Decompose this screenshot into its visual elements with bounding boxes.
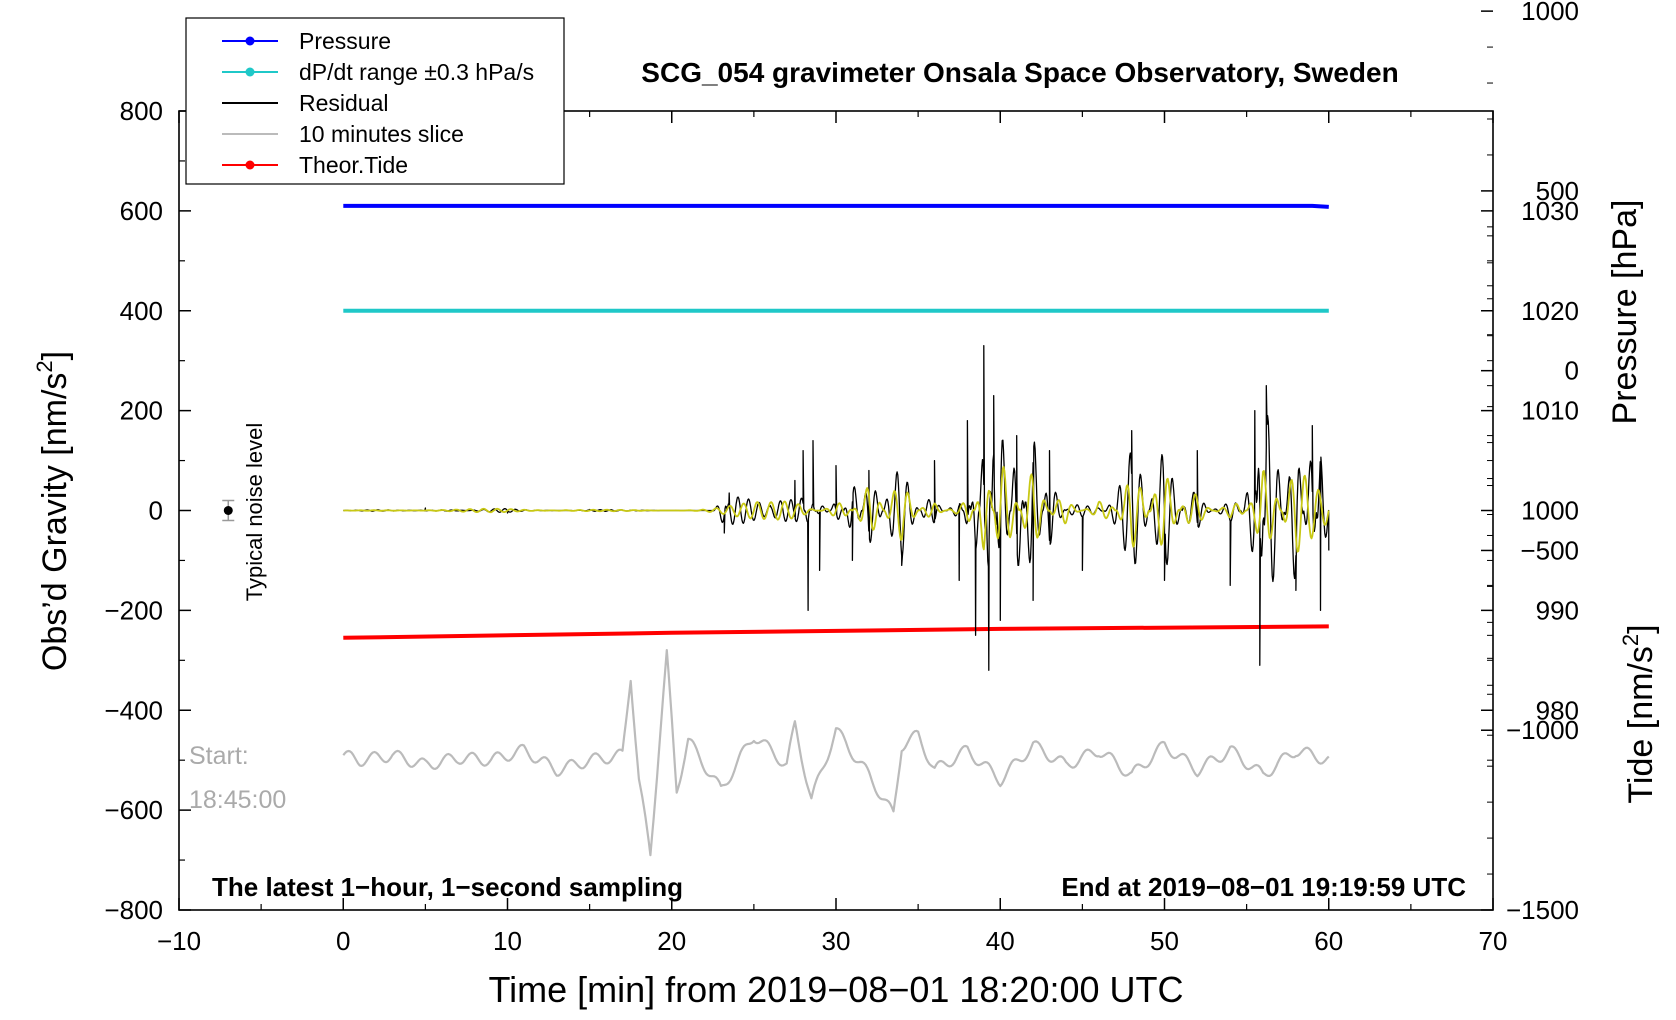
tide-tick-label: 1000 xyxy=(1521,0,1579,26)
y-tick-label: −600 xyxy=(104,795,163,825)
noise-point xyxy=(223,506,233,515)
series-layer xyxy=(342,203,1330,857)
bottom-left-note: The latest 1−hour, 1−second sampling xyxy=(212,872,683,902)
legend-label: dP/dt range ±0.3 hPa/s xyxy=(299,59,534,85)
y-tick-label: 0 xyxy=(149,496,163,526)
pressure-tick-label: 990 xyxy=(1536,595,1579,625)
y-tick-label: 800 xyxy=(120,96,163,126)
x-tick-label: −10 xyxy=(157,926,201,956)
x-tick-label: 30 xyxy=(822,926,851,956)
start-label: Start: xyxy=(189,742,249,770)
legend-marker xyxy=(245,36,255,46)
bottom-right-note: End at 2019−08−01 19:19:59 UTC xyxy=(1061,872,1466,902)
series-residual xyxy=(343,345,1330,671)
legend-label: Pressure xyxy=(299,28,391,54)
start-time: 18:45:00 xyxy=(189,786,286,814)
noise-marker xyxy=(222,499,235,522)
legend-label: 10 minutes slice xyxy=(299,121,464,147)
x-tick-label: 10 xyxy=(493,926,522,956)
pressure-tick-label: 1030 xyxy=(1521,196,1579,226)
x-axis-label: Time [min] from 2019−08−01 18:20:00 UTC xyxy=(488,969,1183,1010)
pressure-tick-label: 1020 xyxy=(1521,296,1579,326)
y-axis-label-gravity: Obs’d Gravity [nm/s2] xyxy=(32,351,74,671)
legend-label: Theor.Tide xyxy=(299,152,408,178)
y-tick-label: 600 xyxy=(120,196,163,226)
x-tick-label: 40 xyxy=(986,926,1015,956)
chart-title: SCG_054 gravimeter Onsala Space Observat… xyxy=(641,57,1398,88)
tide-tick-label: −500 xyxy=(1520,535,1579,565)
y-axis-label-pressure: Pressure [hPa] xyxy=(1606,200,1644,425)
y-axis-gravity: 800 600 400 200 0 −200 −400 −600 −800 xyxy=(104,96,191,925)
legend-label: Residual xyxy=(299,90,389,116)
y-tick-label: −200 xyxy=(104,595,163,625)
x-tick-label: 20 xyxy=(657,926,686,956)
x-tick-label: 60 xyxy=(1314,926,1343,956)
pressure-tick-label: 980 xyxy=(1536,695,1579,725)
x-axis: −10 0 10 20 30 40 50 60 70 xyxy=(157,111,1508,956)
legend: Pressure dP/dt range ±0.3 hPa/s Residual 10… xyxy=(185,17,565,185)
series-pressure xyxy=(343,203,1329,209)
y-tick-label: 400 xyxy=(120,296,163,326)
series-tide xyxy=(343,624,1329,640)
series-filtered xyxy=(343,466,1330,553)
y-axis-tide: 1000 500 0 −500 −1000 −1500 xyxy=(1481,0,1579,925)
y-tick-label: −800 xyxy=(104,895,163,925)
tide-tick-label: 500 xyxy=(1536,176,1579,206)
tide-tick-label: −1000 xyxy=(1506,715,1579,745)
legend-items: Pressure dP/dt range ±0.3 hPa/s Residual 10… xyxy=(222,28,534,178)
y-axis-label-tide: Tide [nm/s2] xyxy=(1618,624,1660,803)
legend-box xyxy=(185,17,565,185)
noise-label: Typical noise level xyxy=(242,423,267,602)
pressure-tick-label: 1000 xyxy=(1521,496,1579,526)
legend-marker xyxy=(245,160,255,170)
series-slice xyxy=(342,649,1330,857)
x-tick-label: 50 xyxy=(1150,926,1179,956)
pressure-tick-label: 1010 xyxy=(1521,396,1579,426)
tide-tick-label: 0 xyxy=(1565,356,1579,386)
tide-tick-label: −1500 xyxy=(1506,895,1579,925)
x-tick-label: 0 xyxy=(336,926,350,956)
y-tick-label: −400 xyxy=(104,695,163,725)
y-tick-label: 200 xyxy=(120,396,163,426)
y-axis-pressure: 1030 1020 1010 1000 990 980 xyxy=(1481,196,1579,761)
legend-marker xyxy=(245,67,255,77)
x-tick-label: 70 xyxy=(1479,926,1508,956)
